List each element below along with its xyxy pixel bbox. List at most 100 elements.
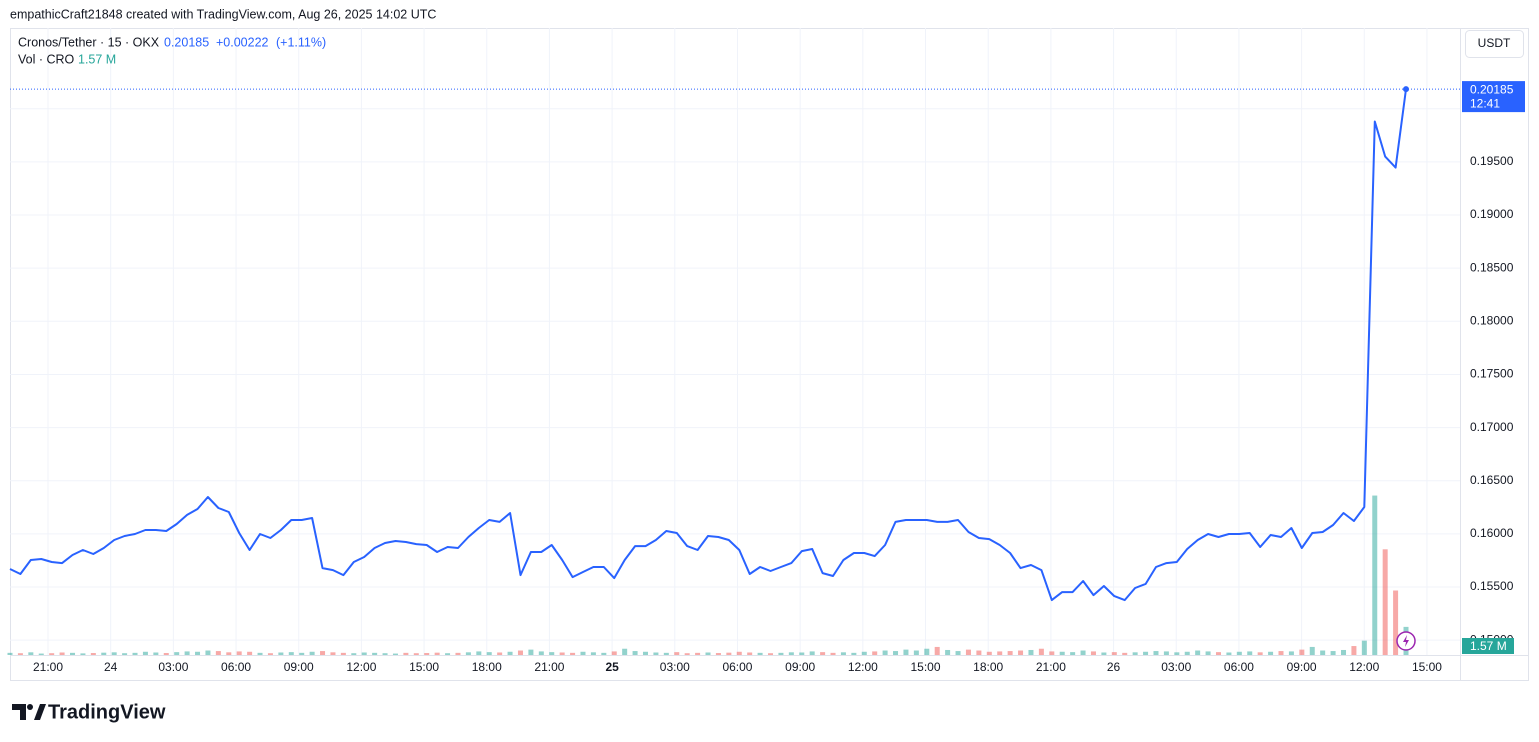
x-tick-label: 03:00 xyxy=(158,660,188,674)
y-tick-label: 0.17500 xyxy=(1470,367,1514,381)
price-change-percent: (+1.11%) xyxy=(276,35,326,49)
volume-bar xyxy=(455,652,461,655)
volume-bar xyxy=(632,651,638,655)
x-tick-label: 12:00 xyxy=(346,660,376,674)
x-tick-label: 26 xyxy=(1107,660,1121,674)
volume-bar xyxy=(445,653,451,655)
volume-bar xyxy=(184,651,190,655)
volume-bar xyxy=(1018,650,1024,655)
volume-bar xyxy=(1320,650,1326,655)
y-tick-label: 0.18000 xyxy=(1470,313,1514,327)
volume-bar xyxy=(465,652,471,655)
volume-value: 1.57 M xyxy=(78,52,116,66)
volume-bar xyxy=(257,652,263,655)
alert-icon[interactable] xyxy=(1396,631,1416,651)
volume-bar xyxy=(820,652,826,655)
volume-bar xyxy=(1278,651,1284,655)
volume-bar xyxy=(580,651,586,655)
volume-bar xyxy=(1226,652,1232,655)
volume-bar xyxy=(1038,648,1044,655)
volume-bar xyxy=(1372,495,1378,655)
volume-bar xyxy=(267,653,273,655)
volume-bar xyxy=(195,651,201,655)
symbol: Cronos/Tether · 15 · OKX xyxy=(18,35,160,49)
x-tick-label: 06:00 xyxy=(722,660,752,674)
volume-bar xyxy=(382,653,388,655)
price-line xyxy=(9,88,1407,602)
volume-bar xyxy=(174,652,180,655)
attribution: empathicCraft21848 created with TradingV… xyxy=(10,7,436,21)
volume-bar xyxy=(1341,649,1347,655)
volume-bar xyxy=(1361,640,1367,655)
volume-bar xyxy=(101,652,107,655)
logo-dot xyxy=(27,704,33,710)
volume-bar xyxy=(809,651,815,655)
volume-bar xyxy=(528,649,534,655)
y-tick-label: 0.16000 xyxy=(1470,526,1514,540)
x-tick-label: 09:00 xyxy=(785,660,815,674)
volume-bar xyxy=(1101,652,1107,655)
volume-bar xyxy=(1299,649,1305,655)
volume-bar xyxy=(1215,652,1221,655)
price-change: +0.00222 xyxy=(216,35,269,49)
volume-bar xyxy=(976,650,982,655)
volume-bar xyxy=(299,652,305,655)
volume-bar xyxy=(1268,651,1274,655)
volume-bar xyxy=(70,652,76,655)
volume-bar xyxy=(1393,590,1399,655)
volume-bar xyxy=(903,649,909,655)
volume-bar xyxy=(622,648,628,655)
volume-bar xyxy=(49,653,55,655)
volume-bar xyxy=(1184,651,1190,655)
volume-bar xyxy=(882,650,888,655)
volume-bar xyxy=(642,651,648,655)
x-tick-label: 06:00 xyxy=(221,660,251,674)
brand-logo xyxy=(12,704,46,720)
chart-frame xyxy=(10,28,1529,681)
x-tick-label: 18:00 xyxy=(973,660,1003,674)
brand-name: TradingView xyxy=(48,701,166,723)
x-tick-label: 03:00 xyxy=(1161,660,1191,674)
price-label: 0.20185 xyxy=(1470,82,1514,96)
volume-bar xyxy=(7,652,13,655)
volume-bar xyxy=(1236,651,1242,655)
volume-bar xyxy=(330,652,336,655)
volume-bar xyxy=(247,651,253,655)
x-tick-label: 21:00 xyxy=(534,660,564,674)
volume-bar xyxy=(653,652,659,655)
x-tick-label: 21:00 xyxy=(33,660,63,674)
x-tick-label: 24 xyxy=(104,660,118,674)
x-tick-label: 06:00 xyxy=(1224,660,1254,674)
volume-bar xyxy=(955,651,961,655)
volume-bar xyxy=(215,651,221,655)
volume-bar xyxy=(788,652,794,655)
volume-bar xyxy=(1153,651,1159,655)
volume-bar xyxy=(1330,651,1336,655)
volume-bar xyxy=(1382,549,1388,655)
volume-bar xyxy=(351,653,357,655)
x-tick-label: 09:00 xyxy=(284,660,314,674)
volume-bar xyxy=(424,653,430,655)
logo-shape xyxy=(12,704,26,720)
x-tick-label: 12:00 xyxy=(1349,660,1379,674)
volume-bar xyxy=(768,653,774,655)
volume-bar xyxy=(1174,652,1180,655)
volume-bar xyxy=(705,652,711,655)
volume-bar xyxy=(403,652,409,655)
volume-bar xyxy=(38,653,44,655)
x-tick-label: 15:00 xyxy=(409,660,439,674)
currency-button[interactable] xyxy=(1465,30,1524,58)
volume-bar xyxy=(893,651,899,655)
volume-bar xyxy=(1049,651,1055,655)
volume-bar xyxy=(1257,652,1263,655)
countdown-label: 12:41 xyxy=(1470,96,1500,110)
y-tick-label: 0.15500 xyxy=(1470,579,1514,593)
volume-bar xyxy=(90,653,96,655)
volume-bar xyxy=(392,653,398,655)
volume-bar xyxy=(1195,650,1201,655)
volume-bar xyxy=(549,652,555,655)
volume-bar xyxy=(757,652,763,655)
volume-bar xyxy=(226,652,232,655)
volume-bar xyxy=(965,649,971,655)
